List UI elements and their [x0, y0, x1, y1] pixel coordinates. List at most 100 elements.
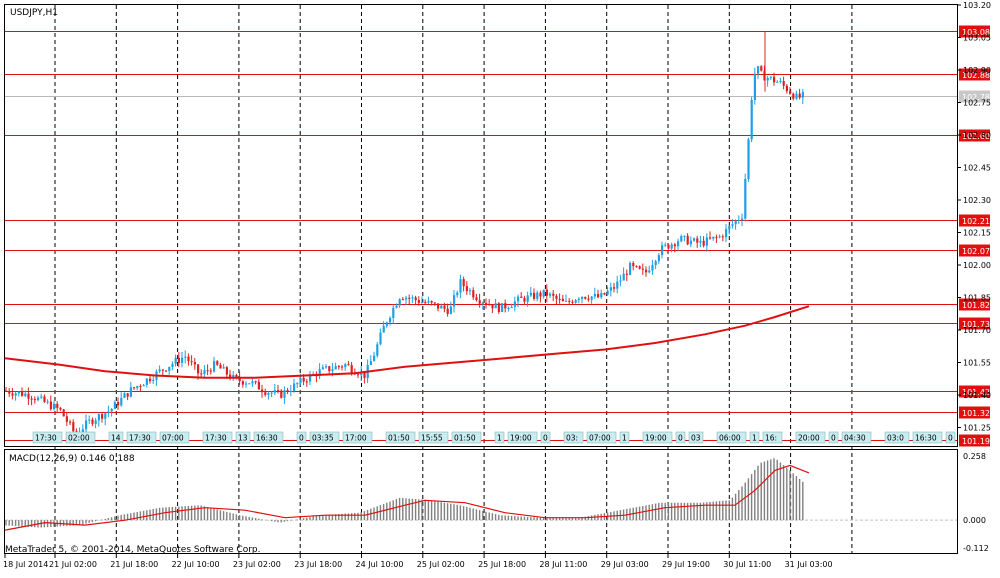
candle-body	[689, 240, 692, 245]
price-level-badge	[959, 434, 990, 447]
candle-body	[469, 290, 472, 292]
candle-body	[712, 236, 715, 239]
current-price-label: 102.78	[962, 93, 990, 102]
candle-body	[139, 386, 142, 388]
candle-body	[667, 244, 670, 249]
event-label: 02:00	[68, 434, 90, 443]
candle-body	[120, 397, 123, 406]
candle-body	[232, 374, 235, 379]
price-level-badge	[959, 317, 990, 330]
y-tick-label: 103.05	[963, 34, 991, 43]
candle-body	[117, 402, 120, 406]
x-tick-label: 23 Jul 02:00	[233, 560, 281, 569]
candle-body	[699, 240, 702, 243]
y-tick-label: 102.15	[963, 229, 991, 238]
event-badge	[749, 431, 760, 444]
candle-body	[603, 293, 606, 295]
candle-body	[382, 325, 385, 333]
candle-body	[222, 367, 225, 369]
candle-body	[107, 411, 110, 414]
candle-body	[437, 303, 440, 309]
event-badge	[309, 431, 340, 444]
candle-body	[21, 391, 24, 396]
price-level-badge	[959, 68, 990, 81]
candle-body	[37, 397, 40, 401]
event-badge	[385, 431, 416, 444]
event-label: 14	[111, 434, 121, 443]
event-badge	[65, 431, 96, 444]
x-tick-label: 30 Jul 11:00	[723, 560, 771, 569]
candle-body	[24, 393, 27, 396]
candle-body	[65, 416, 68, 422]
candle-body	[574, 300, 577, 303]
candle-body	[363, 371, 366, 379]
price-level-label: 102.60	[962, 132, 990, 141]
candle-body	[456, 292, 459, 296]
price-level-label: 101.42	[962, 388, 990, 397]
candle-body	[17, 391, 20, 394]
event-label: 19:00	[510, 434, 532, 443]
event-label: 06:00	[719, 434, 741, 443]
candle-body	[161, 369, 164, 371]
event-badge	[795, 431, 826, 444]
event-badge	[32, 431, 63, 444]
candle-body	[481, 303, 484, 305]
event-label: 03:35	[312, 434, 334, 443]
event-label: 1	[622, 434, 627, 443]
candle-body	[545, 289, 548, 296]
candle-body	[757, 66, 760, 74]
event-badge	[586, 431, 617, 444]
candle-body	[734, 220, 737, 225]
candle-body	[328, 366, 331, 371]
event-label: 16:30	[256, 434, 278, 443]
x-tick-label: 28 Jul 11:00	[539, 560, 587, 569]
candle-body	[440, 305, 443, 309]
candle-body	[696, 238, 699, 243]
candle-body	[30, 398, 33, 400]
candle-body	[533, 292, 536, 299]
candle-body	[737, 219, 740, 221]
candle-body	[549, 293, 552, 296]
event-badge	[945, 431, 956, 444]
candle-body	[654, 261, 657, 266]
candle-body	[110, 408, 113, 412]
candle-body	[251, 381, 254, 384]
price-levels: 103.08102.88102.60102.21102.07101.82101.…	[5, 25, 990, 447]
event-label: 17:00	[345, 434, 367, 443]
axes: 18 Jul 2014 21 Jul 02:00 21 Jul 18:00 22 Ju…	[3, 1, 991, 569]
event-badge	[675, 431, 686, 444]
candle-body	[648, 270, 651, 273]
candle-body	[782, 81, 785, 86]
candle-body	[414, 297, 417, 301]
candle-body	[398, 299, 401, 306]
y-tick-label: 102.90	[963, 66, 991, 75]
candle-body	[392, 307, 395, 318]
candle-body	[792, 93, 795, 99]
candle-body	[753, 73, 756, 100]
candle-body	[187, 356, 190, 362]
candle-body	[750, 99, 753, 140]
candle-body	[190, 361, 193, 363]
event-label: 0	[948, 434, 953, 443]
candle-body	[744, 179, 747, 219]
candle-body	[321, 367, 324, 370]
candle-body	[497, 303, 500, 312]
candle-body	[494, 303, 497, 309]
event-label: 07:00	[162, 434, 184, 443]
candle-body	[622, 273, 625, 281]
candle-body	[149, 378, 152, 382]
candle-body	[789, 91, 792, 94]
candle-body	[8, 390, 11, 394]
candle-body	[273, 390, 276, 393]
candle-body	[142, 384, 145, 387]
candle-body	[257, 381, 260, 390]
candle-body	[101, 414, 104, 419]
candle-body	[133, 387, 136, 389]
candle-body	[731, 224, 734, 226]
candle-body	[174, 357, 177, 364]
event-label: 04:30	[844, 434, 866, 443]
event-badge	[296, 431, 307, 444]
